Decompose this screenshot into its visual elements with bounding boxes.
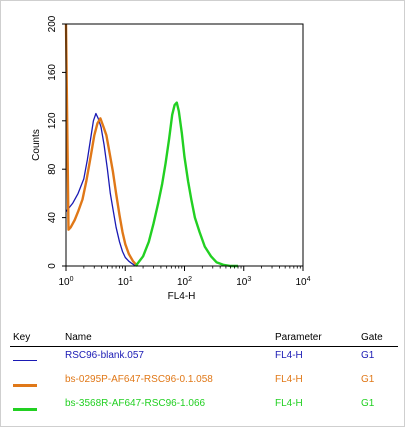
y-tick-label: 0 [47, 263, 58, 269]
legend-header-key: Key [13, 332, 31, 343]
y-tick-label: 200 [47, 15, 58, 32]
legend-header: Key Name Parameter Gate [10, 330, 398, 347]
legend-header-gate: Gate [361, 332, 383, 343]
legend-row-name: bs-3568R-AF647-RSC96-1.066 [65, 398, 206, 409]
legend-row: RSC96-blank.057 FL4-H G1 [10, 347, 398, 371]
x-tick-label: 103 [236, 276, 251, 288]
legend-row: bs-3568R-AF647-RSC96-1.066 FL4-H G1 [10, 395, 398, 419]
legend-table: Key Name Parameter Gate RSC96-blank.057 … [10, 330, 398, 419]
y-tick-label: 40 [47, 212, 58, 224]
legend-header-parameter: Parameter [275, 332, 322, 343]
x-tick-label: 102 [177, 276, 192, 288]
x-tick-label: 101 [118, 276, 133, 288]
legend-row-gate: G1 [361, 350, 375, 361]
legend-row-gate: G1 [361, 398, 375, 409]
histogram-plot: 0 40 80 120 160 200 100 101 102 103 104 FL4-H Counts [31, 15, 311, 302]
legend-header-name: Name [65, 332, 92, 343]
legend-swatch [13, 408, 37, 411]
legend-row-gate: G1 [361, 374, 375, 385]
y-tick-label: 80 [47, 163, 58, 175]
series-line-3 [134, 101, 238, 268]
legend-row-parameter: FL4-H [275, 350, 303, 361]
legend-row-parameter: FL4-H [275, 398, 303, 409]
legend-row-name: RSC96-blank.057 [65, 350, 144, 361]
x-tick-label: 104 [295, 276, 310, 288]
series-line-1 [65, 112, 137, 267]
legend-swatch [13, 360, 37, 361]
y-tick-label: 160 [47, 64, 58, 81]
legend-row-name: bs-0295P-AF647-RSC96-0.1.058 [65, 374, 213, 385]
legend-row: bs-0295P-AF647-RSC96-0.1.058 FL4-H G1 [10, 371, 398, 395]
legend-row-parameter: FL4-H [275, 374, 303, 385]
plot-border [65, 23, 304, 267]
x-axis-label: FL4-H [168, 291, 196, 302]
y-axis-label: Counts [31, 129, 42, 161]
series-line-2 [64, 23, 139, 267]
x-tick-label: 100 [58, 276, 73, 288]
legend-swatch [13, 384, 37, 387]
y-tick-label: 120 [47, 112, 58, 129]
